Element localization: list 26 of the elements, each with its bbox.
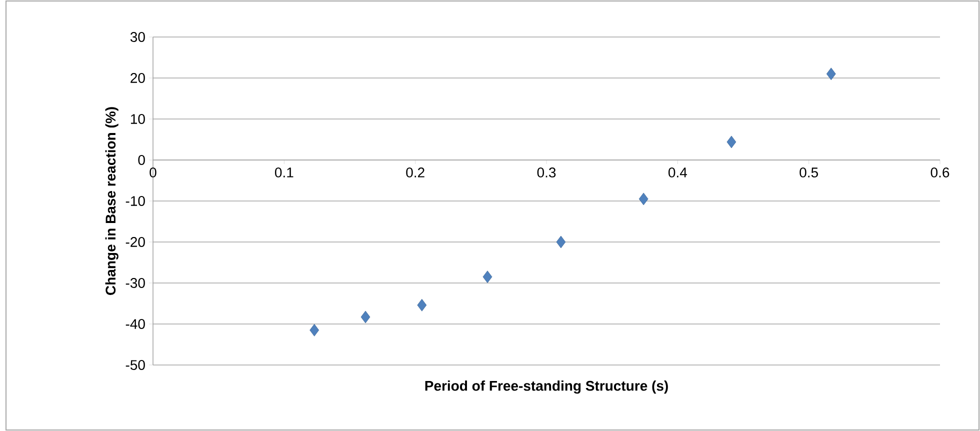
y-tick-label: -20 — [126, 237, 145, 247]
x-tick-label: 0.5 — [800, 168, 818, 178]
x-tick-label: 0.2 — [406, 168, 424, 178]
y-tick-label: -30 — [126, 278, 145, 288]
x-tick-label: 0.3 — [537, 168, 556, 178]
point — [482, 270, 492, 284]
point — [826, 68, 836, 80]
x-tick-label: 0.4 — [668, 168, 687, 178]
x-tick-label: 0.6 — [930, 168, 950, 178]
x-tick-label: 0.1 — [274, 168, 294, 178]
y-tick-label: -50 — [126, 360, 145, 370]
point — [310, 324, 320, 336]
y-tick-label: 30 — [130, 32, 145, 42]
point — [360, 310, 370, 324]
y-tick-label: 10 — [130, 114, 145, 124]
x-tick-label: 0 — [150, 168, 156, 178]
y-tick-label: 20 — [130, 73, 145, 83]
y-tick-label: 0 — [138, 155, 145, 165]
y-axis-title: Change in Base reaction (%) — [105, 107, 118, 295]
point — [417, 298, 427, 312]
point — [726, 136, 736, 148]
y-tick-label: -10 — [126, 196, 145, 206]
point — [556, 236, 566, 248]
x-axis-title: Period of Free-standing Structure (s) — [425, 380, 668, 394]
point — [638, 192, 648, 206]
y-tick-label: -40 — [126, 319, 145, 329]
